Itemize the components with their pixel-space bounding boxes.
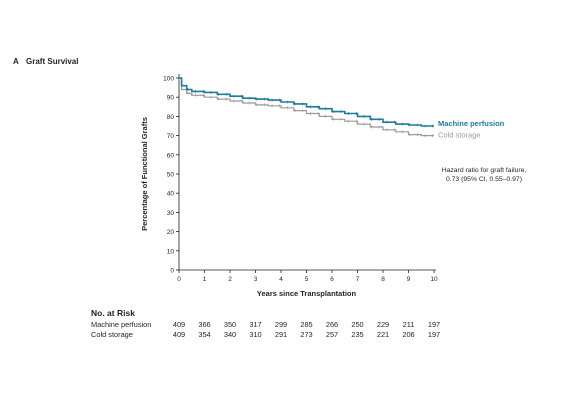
risk-cell: 221 bbox=[376, 330, 390, 339]
risk-cell: 299 bbox=[274, 320, 288, 329]
y-tick-label: 80 bbox=[167, 114, 175, 121]
y-tick-label: 50 bbox=[167, 172, 175, 179]
x-tick-label: 5 bbox=[305, 276, 309, 283]
risk-cell: 354 bbox=[198, 330, 211, 339]
risk-cell: 350 bbox=[223, 320, 237, 329]
y-tick-label: 20 bbox=[167, 229, 175, 236]
risk-cell: 409 bbox=[172, 320, 186, 329]
x-tick-label: 9 bbox=[407, 276, 411, 283]
x-tick-label: 8 bbox=[381, 276, 385, 283]
panel-label: A Graft Survival bbox=[13, 57, 78, 66]
risk-cell: 197 bbox=[427, 330, 441, 339]
risk-cell: 317 bbox=[249, 320, 262, 329]
y-axis-label: Percentage of Functional Grafts bbox=[140, 117, 149, 231]
risk-table-title: No. at Risk bbox=[91, 308, 135, 318]
x-tick-label: 6 bbox=[330, 276, 334, 283]
risk-cell: 229 bbox=[376, 320, 390, 329]
x-tick-label: 1 bbox=[203, 276, 207, 283]
x-tick-label: 7 bbox=[356, 276, 360, 283]
x-tick-label: 10 bbox=[430, 276, 438, 283]
y-tick-label: 100 bbox=[163, 76, 174, 83]
risk-cell: 340 bbox=[223, 330, 237, 339]
x-tick-label: 2 bbox=[228, 276, 232, 283]
series-label-machine-perfusion: Machine perfusion bbox=[438, 119, 505, 128]
series-label-cold-storage: Cold storage bbox=[438, 131, 481, 140]
panel-letter: A bbox=[13, 57, 19, 66]
x-tick-label: 0 bbox=[177, 276, 181, 283]
risk-row-label: Machine perfusion bbox=[91, 320, 152, 329]
risk-cell: 257 bbox=[325, 330, 339, 339]
risk-cell: 409 bbox=[172, 330, 186, 339]
risk-cell: 273 bbox=[300, 330, 313, 339]
series-line-machine-perfusion bbox=[179, 77, 434, 127]
risk-cell: 291 bbox=[274, 330, 288, 339]
hazard-ratio-annotation: Hazard ratio for graft failure, bbox=[442, 167, 527, 174]
y-tick-label: 40 bbox=[167, 191, 175, 198]
risk-cell: 211 bbox=[402, 320, 415, 329]
x-tick-label: 3 bbox=[254, 276, 258, 283]
y-tick-label: 30 bbox=[167, 210, 175, 217]
y-tick-label: 60 bbox=[167, 152, 175, 159]
y-tick-label: 10 bbox=[167, 248, 175, 255]
y-tick-label: 70 bbox=[167, 133, 175, 140]
risk-cell: 197 bbox=[427, 320, 441, 329]
y-tick-label: 0 bbox=[170, 268, 174, 275]
risk-cell: 266 bbox=[325, 320, 339, 329]
risk-cell: 366 bbox=[198, 320, 211, 329]
risk-cell: 285 bbox=[300, 320, 313, 329]
hazard-ratio-annotation: 0.73 (95% CI, 0.55–0.97) bbox=[446, 176, 522, 183]
series-line-cold-storage bbox=[179, 77, 434, 137]
x-tick-label: 4 bbox=[279, 276, 283, 283]
risk-cell: 310 bbox=[249, 330, 262, 339]
risk-row-label: Cold storage bbox=[91, 330, 133, 339]
panel-title: Graft Survival bbox=[26, 57, 79, 66]
risk-cell: 235 bbox=[351, 330, 364, 339]
risk-cell: 250 bbox=[351, 320, 364, 329]
x-axis-label: Years since Transplantation bbox=[257, 289, 357, 298]
risk-cell: 206 bbox=[402, 330, 415, 339]
y-tick-label: 90 bbox=[167, 95, 175, 102]
